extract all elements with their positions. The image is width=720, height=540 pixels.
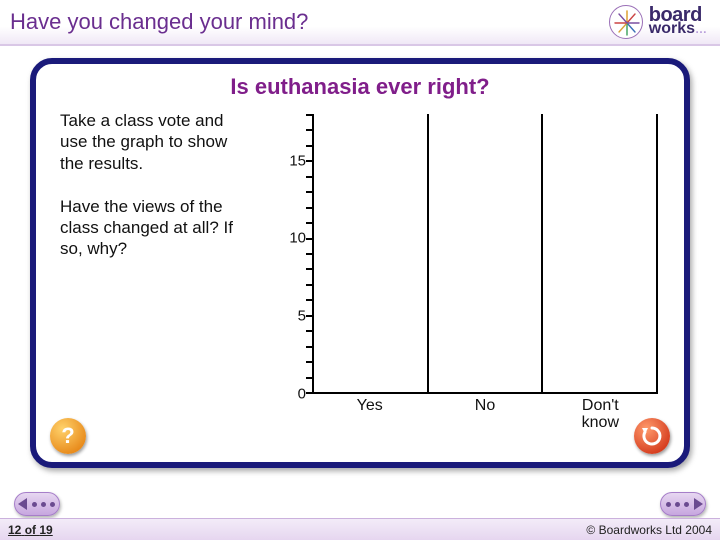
y-tick	[306, 191, 314, 193]
next-button[interactable]	[660, 492, 706, 516]
y-tick	[306, 377, 314, 379]
y-tick	[306, 253, 314, 255]
y-tick	[306, 222, 314, 224]
page-counter: 12 of 19	[8, 523, 53, 537]
bar-slot-0[interactable]	[314, 114, 429, 392]
content-frame: Is euthanasia ever right? Take a class v…	[30, 58, 690, 468]
reset-icon	[640, 424, 664, 448]
y-tick	[306, 315, 314, 317]
chevron-left-icon	[18, 498, 27, 510]
y-tick	[306, 160, 314, 162]
y-tick	[306, 330, 314, 332]
y-axis-label: 15	[289, 152, 306, 169]
instructions: Take a class vote and use the graph to s…	[60, 108, 260, 440]
y-tick	[306, 238, 314, 240]
bar-area	[312, 114, 658, 394]
bar-slot-2[interactable]	[543, 114, 658, 392]
logo-starburst-icon	[609, 5, 643, 39]
logo-wordmark: board works…	[649, 6, 708, 38]
logo-text-bottom: works…	[649, 22, 708, 36]
y-tick	[306, 392, 314, 394]
y-tick	[306, 299, 314, 301]
panel-title: Is euthanasia ever right?	[36, 74, 684, 100]
y-tick	[306, 129, 314, 131]
y-axis-label: 0	[298, 386, 306, 403]
cat-no: No	[427, 396, 542, 440]
instructions-p1: Take a class vote and use the graph to s…	[60, 110, 248, 174]
bar-slot-1[interactable]	[429, 114, 544, 392]
chevron-right-icon	[694, 498, 703, 510]
y-tick	[306, 176, 314, 178]
prev-button[interactable]	[14, 492, 60, 516]
y-tick	[306, 145, 314, 147]
y-tick	[306, 114, 314, 116]
y-tick	[306, 207, 314, 209]
copyright: © Boardworks Ltd 2004	[586, 523, 712, 537]
cat-yes: Yes	[312, 396, 427, 440]
vote-chart[interactable]: 0 5 10 15 Yes No Don't know	[260, 108, 666, 440]
help-icon: ?	[61, 423, 74, 449]
y-axis-label: 10	[289, 230, 306, 247]
y-tick	[306, 268, 314, 270]
y-tick	[306, 284, 314, 286]
instructions-p2: Have the views of the class changed at a…	[60, 196, 248, 260]
panel-body: Take a class vote and use the graph to s…	[36, 100, 684, 440]
y-tick	[306, 346, 314, 348]
x-axis-categories: Yes No Don't know	[312, 396, 658, 440]
help-button[interactable]: ?	[50, 418, 86, 454]
header-bar: Have you changed your mind? board works…	[0, 0, 720, 46]
page-title: Have you changed your mind?	[10, 9, 308, 35]
y-tick	[306, 361, 314, 363]
y-axis-label: 5	[298, 308, 306, 325]
reset-button[interactable]	[634, 418, 670, 454]
footer-bar: 12 of 19 © Boardworks Ltd 2004	[0, 518, 720, 540]
logo: board works…	[609, 5, 708, 39]
